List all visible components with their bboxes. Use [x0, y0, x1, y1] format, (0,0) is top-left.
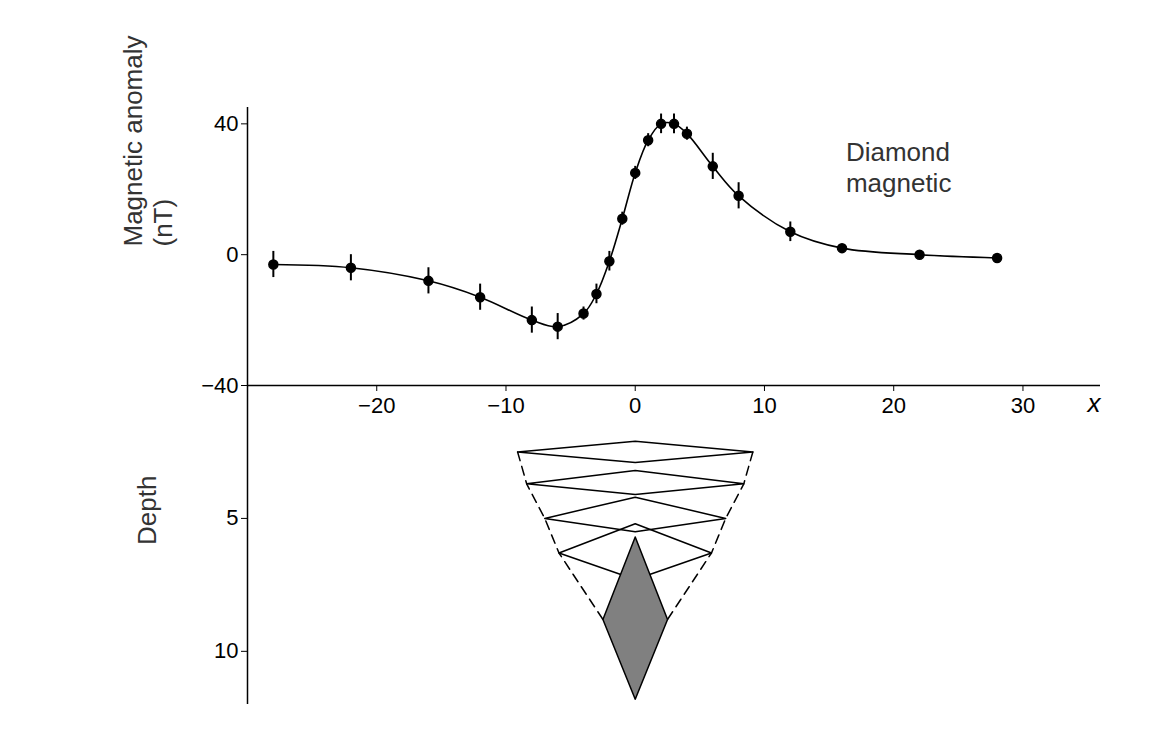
svg-text:10: 10 — [214, 638, 238, 663]
svg-text:Magnetic anomaly(nT): Magnetic anomaly(nT) — [118, 36, 178, 247]
svg-text:−10: −10 — [487, 393, 524, 418]
svg-text:40: 40 — [214, 111, 238, 136]
svg-text:−20: −20 — [358, 393, 395, 418]
svg-text:0: 0 — [226, 242, 238, 267]
svg-text:10: 10 — [752, 393, 776, 418]
svg-text:0: 0 — [629, 393, 641, 418]
svg-text:x: x — [1086, 388, 1102, 418]
svg-text:Diamondmagnetic: Diamondmagnetic — [846, 137, 952, 198]
svg-text:−40: −40 — [201, 373, 238, 398]
svg-text:20: 20 — [881, 393, 905, 418]
svg-text:30: 30 — [1011, 393, 1035, 418]
svg-text:5: 5 — [226, 505, 238, 530]
svg-text:Depth: Depth — [132, 476, 162, 545]
